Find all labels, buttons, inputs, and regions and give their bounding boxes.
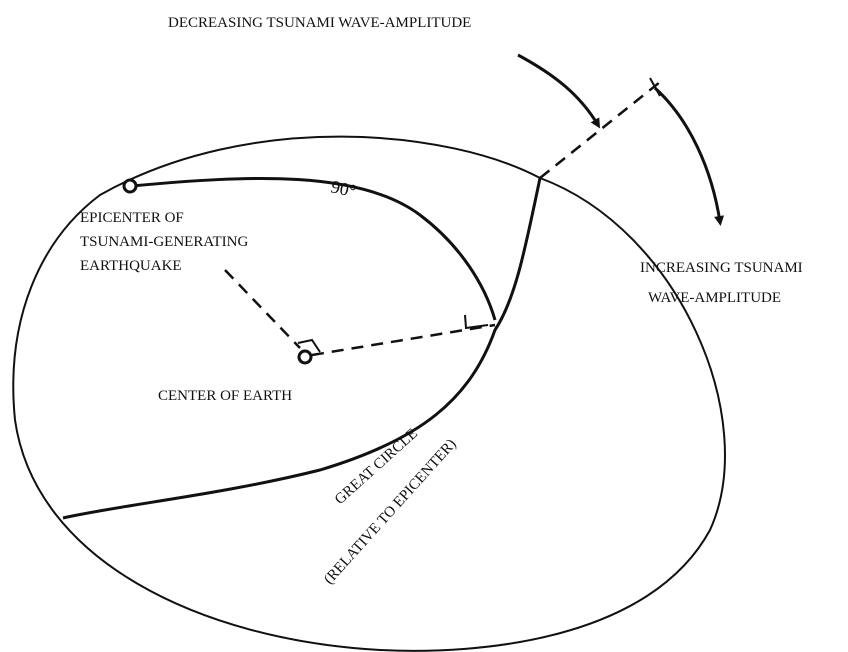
center-point: [297, 349, 313, 365]
label-epicenter: EPICENTER OF: [80, 210, 184, 226]
tangent-line: [539, 81, 661, 179]
label-epicenter: EARTHQUAKE: [80, 258, 182, 274]
label-decreasing: DECREASING TSUNAMI WAVE-AMPLITUDE: [168, 15, 471, 31]
label-increasing: INCREASING TSUNAMI: [640, 260, 803, 276]
radius-great-circle: [311, 323, 496, 357]
radius-epicenter: [224, 269, 301, 349]
great-circle: [62, 177, 542, 520]
label-angle: 90°: [329, 176, 358, 201]
label-epicenter: TSUNAMI-GENERATING: [80, 234, 248, 250]
right-angle-center: [297, 338, 321, 353]
right-angle-arc: [464, 314, 489, 330]
epicenter-arc: [131, 176, 497, 321]
earth-outline: [12, 135, 726, 652]
label-increasing: WAVE-AMPLITUDE: [648, 290, 781, 306]
label-center: CENTER OF EARTH: [158, 388, 292, 404]
arrow-decreasing: [517, 53, 601, 129]
epicenter-point: [122, 178, 138, 194]
arrow-increasing: [653, 86, 725, 226]
